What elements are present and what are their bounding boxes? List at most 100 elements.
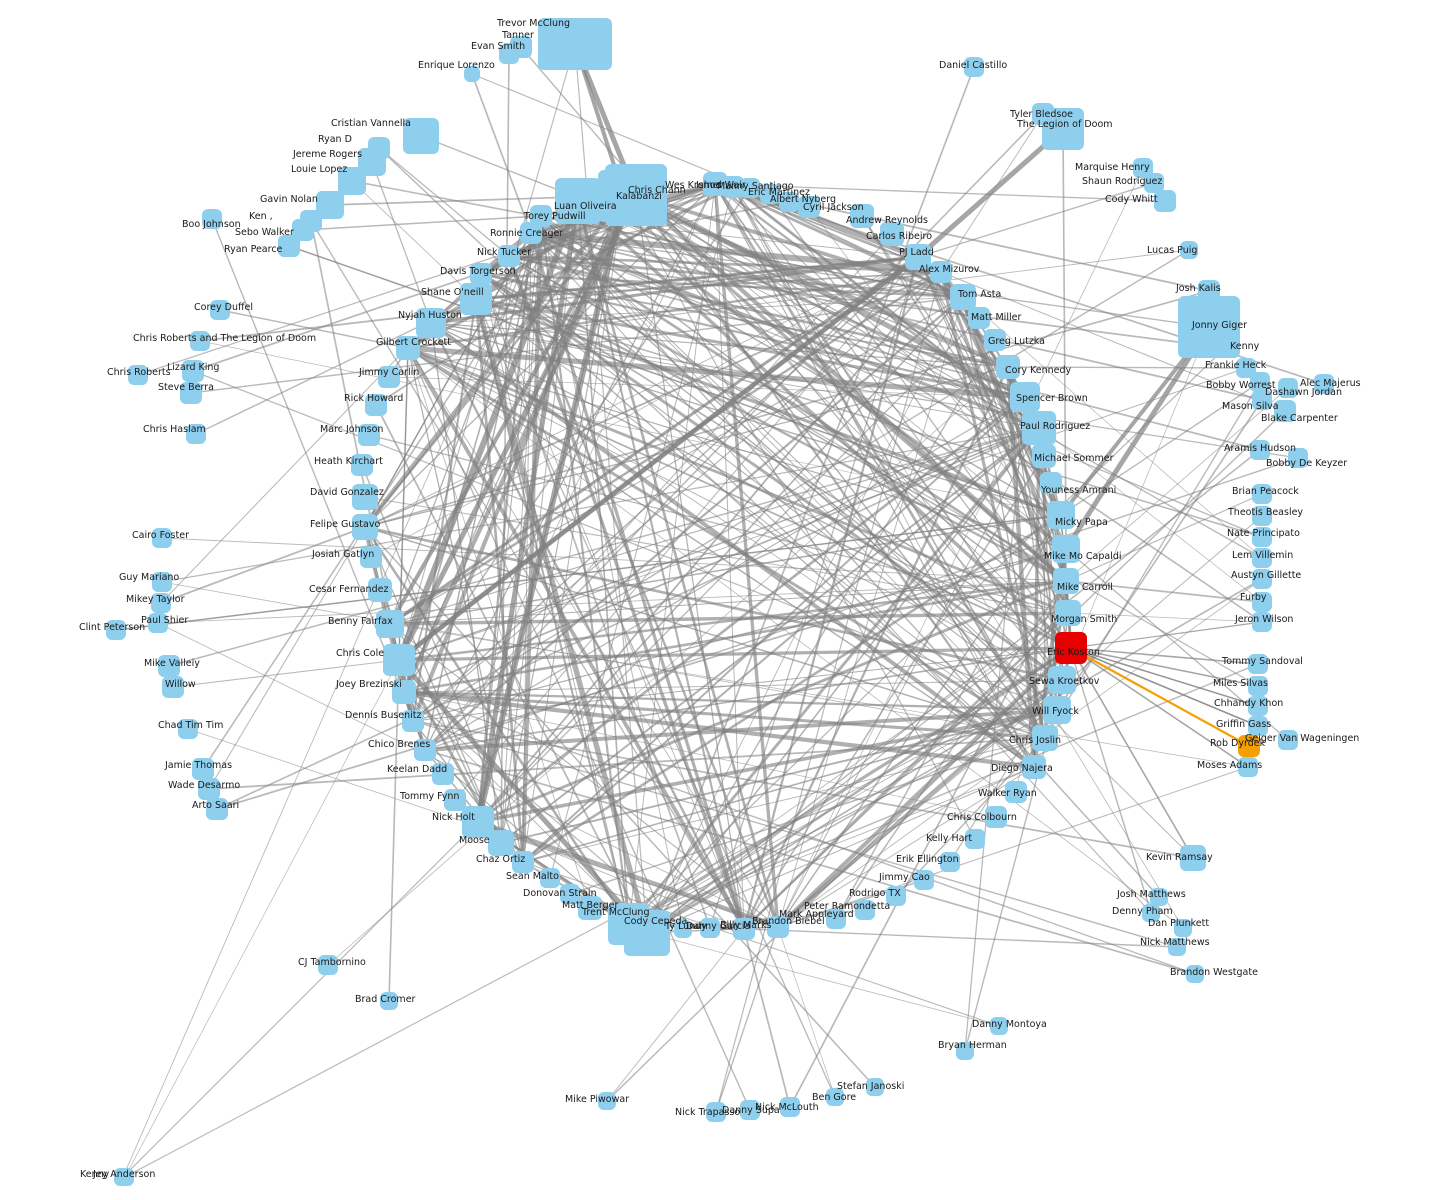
graph-node[interactable]: [1248, 696, 1268, 716]
graph-node[interactable]: [965, 829, 985, 849]
graph-node[interactable]: [598, 1092, 616, 1110]
graph-node[interactable]: [1048, 666, 1076, 694]
graph-node[interactable]: [740, 1100, 760, 1120]
graph-node[interactable]: [162, 676, 184, 698]
graph-node[interactable]: [414, 739, 436, 761]
graph-node[interactable]: [499, 44, 519, 64]
graph-node[interactable]: [1053, 568, 1079, 594]
graph-node[interactable]: [1250, 440, 1270, 460]
graph-node[interactable]: [1180, 241, 1198, 259]
graph-node[interactable]: [416, 308, 446, 338]
graph-node[interactable]: [1043, 696, 1071, 724]
graph-node[interactable]: [1180, 845, 1206, 871]
graph-node[interactable]: [798, 196, 820, 218]
graph-node[interactable]: [598, 170, 650, 222]
graph-node[interactable]: [608, 903, 650, 945]
graph-node[interactable]: [444, 789, 466, 811]
graph-node[interactable]: [826, 909, 846, 929]
graph-node[interactable]: [1252, 506, 1272, 526]
graph-node[interactable]: [368, 578, 392, 602]
graph-node[interactable]: [206, 798, 228, 820]
graph-node[interactable]: [1236, 358, 1256, 378]
graph-node[interactable]: [338, 167, 366, 195]
graph-node[interactable]: [866, 1078, 884, 1096]
graph-node[interactable]: [950, 284, 976, 310]
graph-node[interactable]: [560, 884, 580, 904]
graph-node[interactable]: [1168, 938, 1186, 956]
graph-node[interactable]: [1274, 400, 1296, 422]
graph-node[interactable]: [700, 918, 720, 938]
graph-node[interactable]: [1052, 535, 1080, 563]
graph-node[interactable]: [462, 806, 494, 838]
graph-node[interactable]: [498, 245, 520, 267]
graph-node[interactable]: [380, 992, 398, 1010]
graph-node[interactable]: [1252, 527, 1272, 547]
graph-node[interactable]: [148, 613, 168, 633]
graph-node[interactable]: [964, 57, 984, 77]
graph-node[interactable]: [540, 868, 560, 888]
graph-node[interactable]: [850, 204, 874, 228]
graph-node[interactable]: [470, 263, 492, 285]
graph-node[interactable]: [1288, 448, 1308, 468]
graph-node[interactable]: [360, 546, 382, 568]
graph-node[interactable]: [1252, 569, 1272, 589]
graph-node[interactable]: [930, 261, 952, 283]
graph-node[interactable]: [1042, 108, 1084, 150]
graph-node[interactable]: [520, 222, 542, 244]
graph-node[interactable]: [378, 366, 400, 388]
graph-node[interactable]: [1047, 501, 1075, 529]
graph-node[interactable]: [182, 360, 204, 382]
graph-node[interactable]: [376, 610, 404, 638]
graph-node[interactable]: [402, 710, 424, 732]
graph-node[interactable]: [190, 331, 210, 351]
graph-node[interactable]: [202, 209, 222, 229]
graph-node[interactable]: [178, 719, 198, 739]
graph-node[interactable]: [1150, 888, 1168, 906]
graph-node[interactable]: [985, 806, 1007, 828]
graph-node[interactable]: [128, 365, 148, 385]
graph-node[interactable]: [1278, 378, 1298, 398]
graph-node[interactable]: [318, 955, 338, 975]
graph-node[interactable]: [460, 283, 492, 315]
graph-node[interactable]: [403, 118, 439, 154]
graph-node[interactable]: [1055, 632, 1087, 664]
graph-node[interactable]: [365, 394, 387, 416]
graph-node[interactable]: [352, 514, 378, 540]
graph-node[interactable]: [914, 870, 934, 890]
graph-node[interactable]: [278, 235, 300, 257]
graph-node[interactable]: [996, 355, 1020, 379]
graph-node[interactable]: [432, 763, 454, 785]
graph-node[interactable]: [392, 680, 416, 704]
graph-node[interactable]: [733, 918, 755, 940]
graph-node[interactable]: [198, 778, 220, 800]
graph-node[interactable]: [1252, 484, 1272, 504]
graph-node[interactable]: [1314, 374, 1334, 394]
graph-node[interactable]: [722, 176, 744, 198]
graph-node[interactable]: [151, 593, 171, 613]
graph-node[interactable]: [760, 184, 780, 204]
graph-node[interactable]: [1252, 612, 1272, 632]
graph-node[interactable]: [555, 178, 601, 224]
graph-node[interactable]: [1144, 173, 1164, 193]
graph-node[interactable]: [512, 851, 534, 873]
graph-node[interactable]: [1238, 735, 1260, 757]
graph-node[interactable]: [1142, 904, 1160, 922]
graph-node[interactable]: [383, 644, 415, 676]
graph-node[interactable]: [940, 852, 960, 872]
graph-node[interactable]: [210, 300, 230, 320]
graph-node[interactable]: [116, 1168, 134, 1186]
graph-node[interactable]: [767, 916, 789, 938]
graph-node[interactable]: [779, 192, 799, 212]
graph-node[interactable]: [880, 222, 904, 246]
graph-node[interactable]: [1010, 382, 1040, 412]
graph-node[interactable]: [1055, 600, 1081, 626]
graph-node[interactable]: [578, 896, 602, 920]
graph-node[interactable]: [1186, 965, 1204, 983]
graph-node[interactable]: [152, 572, 172, 592]
graph-node[interactable]: [1252, 548, 1272, 568]
graph-node[interactable]: [990, 1017, 1008, 1035]
graph-node[interactable]: [186, 424, 206, 444]
graph-node[interactable]: [192, 758, 214, 780]
graph-node[interactable]: [855, 900, 875, 920]
graph-node[interactable]: [1005, 781, 1027, 803]
